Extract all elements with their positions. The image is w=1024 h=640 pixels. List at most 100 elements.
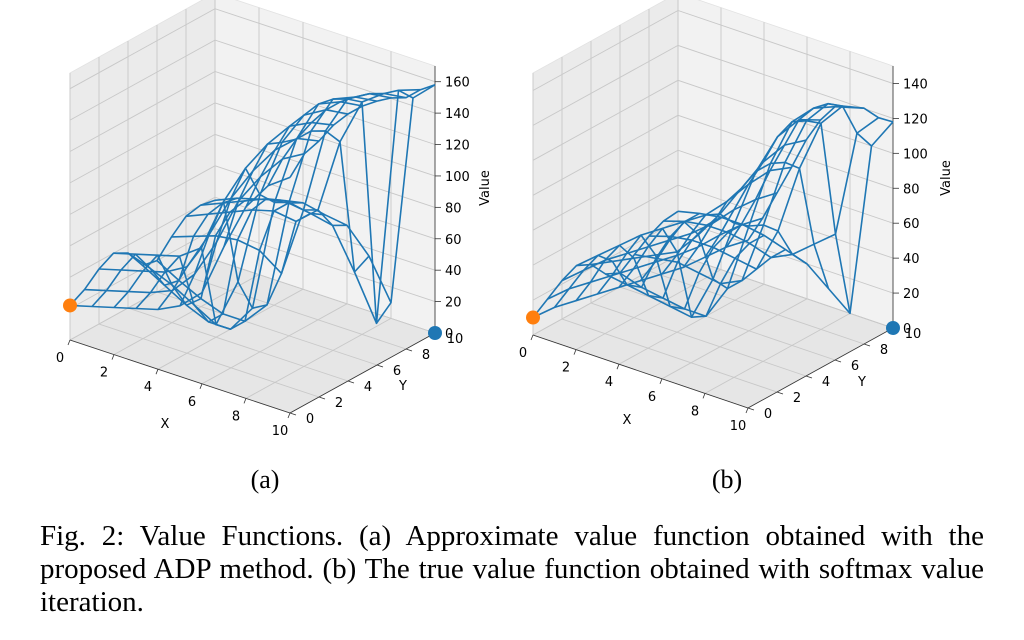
y-tick-mark xyxy=(318,396,326,400)
z-tick-label: 20 xyxy=(445,296,462,311)
wire-line-x5 xyxy=(639,220,786,290)
x-tick-mark xyxy=(199,383,203,389)
figure-caption: Fig. 2: Value Functions. (a) Approximate… xyxy=(40,520,984,618)
grid-line-z xyxy=(69,133,436,215)
y-tick-label: 4 xyxy=(822,375,830,390)
z-tick-label: 160 xyxy=(445,76,470,91)
y-tick-mark xyxy=(289,412,297,416)
grid-line-z xyxy=(69,8,436,90)
wire-line-x8 xyxy=(704,120,851,314)
panel-label-a: (a) xyxy=(251,465,280,494)
x-tick-label: 10 xyxy=(730,419,747,434)
wire-line-x5 xyxy=(179,200,326,310)
grid-line-z xyxy=(69,71,436,152)
x-tick-label: 10 xyxy=(272,424,289,439)
y-axis-label: Y xyxy=(398,379,407,394)
wire-line-x1 xyxy=(91,197,238,308)
x-tick-mark xyxy=(111,354,115,360)
grid-line-z xyxy=(532,184,894,266)
x-tick-label: 0 xyxy=(56,351,64,366)
z-axis-label: Value xyxy=(478,170,493,206)
z-tick-label: 120 xyxy=(903,112,928,127)
grid-line-z xyxy=(69,102,436,184)
x-tick-label: 8 xyxy=(691,404,699,419)
goal-marker xyxy=(886,321,900,335)
y-axis-label: Y xyxy=(857,375,866,390)
z-tick-label: 0 xyxy=(445,327,453,342)
z-tick-label: 80 xyxy=(445,201,462,216)
wire-line-x2 xyxy=(113,198,260,309)
x-axis-line xyxy=(532,334,749,409)
grid-line-z xyxy=(69,39,436,121)
y-tick-mark xyxy=(776,391,784,395)
x-tick-mark xyxy=(530,334,534,341)
x-tick-mark xyxy=(702,393,706,399)
z-tick-label: 0 xyxy=(903,322,911,337)
x-tick-label: 4 xyxy=(144,380,152,395)
y-tick-label: 6 xyxy=(851,359,859,374)
x-axis-label: X xyxy=(161,417,170,432)
wire-line-x8 xyxy=(245,98,392,325)
wire-line-x4 xyxy=(157,202,304,331)
wire-line-x10 xyxy=(747,105,894,241)
x-tick-mark xyxy=(745,407,749,414)
z-tick-label: 40 xyxy=(903,252,920,267)
x-tick-mark xyxy=(616,364,620,370)
wire-line-x9 xyxy=(267,89,414,187)
y-tick-mark xyxy=(834,359,842,363)
z-tick-label: 140 xyxy=(445,107,470,122)
x-tick-label: 8 xyxy=(232,409,240,424)
figure-canvas: 02468100246810020406080100120140160XYVal… xyxy=(56,0,954,494)
wire-line-x2 xyxy=(575,216,722,302)
y-tick-label: 10 xyxy=(905,327,922,342)
grid-line-z xyxy=(532,44,894,126)
start-marker xyxy=(526,310,540,325)
grid-line-z xyxy=(69,228,436,309)
x-tick-mark xyxy=(287,412,291,419)
y-tick-mark xyxy=(747,407,755,411)
y-tick-mark xyxy=(405,348,413,352)
y-tick-mark xyxy=(805,375,813,379)
wire-line-x6 xyxy=(661,213,808,275)
z-tick-label: 140 xyxy=(903,77,928,92)
panel-label-b: (b) xyxy=(712,465,742,494)
x-tick-label: 4 xyxy=(605,375,613,390)
z-tick-label: 40 xyxy=(445,264,462,279)
z-axis-label: Value xyxy=(939,160,954,196)
x-tick-label: 2 xyxy=(100,366,108,381)
y-axis-line xyxy=(289,332,436,414)
y-tick-label: 0 xyxy=(764,407,772,422)
z-tick-label: 100 xyxy=(903,147,928,162)
wire-line-x7 xyxy=(682,161,830,289)
wire-line-x3 xyxy=(135,198,282,323)
wire-line-x6 xyxy=(201,167,348,293)
y-tick-label: 2 xyxy=(335,396,343,411)
goal-marker xyxy=(428,326,442,340)
z-tick-label: 20 xyxy=(903,287,920,302)
z-tick-label: 60 xyxy=(445,233,462,248)
z-tick-label: 60 xyxy=(903,217,920,232)
wire-line-x4 xyxy=(618,227,765,319)
start-marker xyxy=(63,298,77,313)
x-tick-label: 6 xyxy=(648,390,656,405)
y-tick-label: 8 xyxy=(880,343,888,358)
wire-line-x10 xyxy=(289,84,436,178)
y-tick-label: 8 xyxy=(422,348,430,363)
y-tick-label: 6 xyxy=(393,364,401,379)
x-tick-label: 6 xyxy=(188,395,196,410)
grid-line-z xyxy=(69,259,436,341)
y-tick-label: 2 xyxy=(793,391,801,406)
wire-line-x0 xyxy=(532,210,679,318)
z-tick-label: 120 xyxy=(445,139,470,154)
x-axis-label: X xyxy=(623,413,632,428)
x-tick-mark xyxy=(659,378,663,384)
y-tick-mark xyxy=(376,364,384,368)
grid-line-z xyxy=(532,114,894,196)
z-tick-label: 80 xyxy=(903,182,920,197)
y-tick-label: 0 xyxy=(306,412,314,427)
x-tick-mark xyxy=(573,349,577,355)
y-tick-mark xyxy=(863,343,871,347)
x-tick-label: 2 xyxy=(562,361,570,376)
x-tick-mark xyxy=(155,369,159,375)
